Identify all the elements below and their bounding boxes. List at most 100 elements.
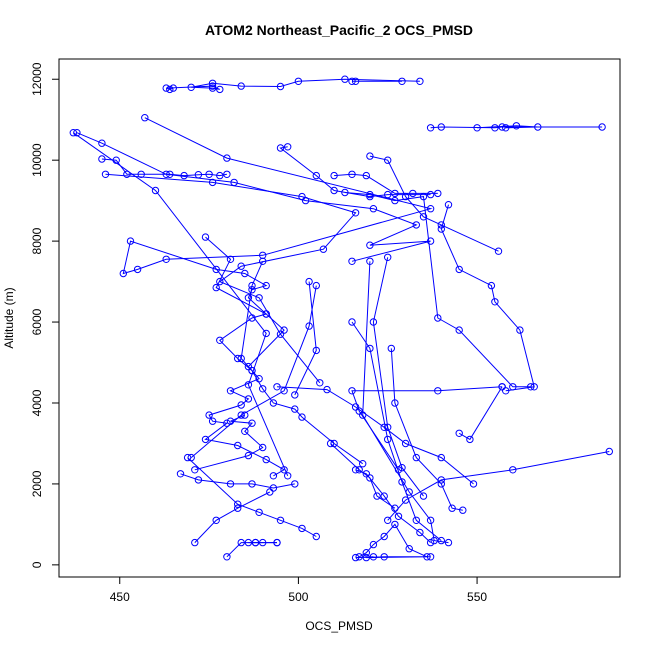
data-point-22-3 xyxy=(380,423,388,431)
x-axis: 450 500 550 xyxy=(110,577,487,604)
data-point-7-0 xyxy=(201,233,210,241)
data-point-26-0 xyxy=(259,257,267,265)
series-line-19 xyxy=(372,257,424,497)
data-point-22-0 xyxy=(273,383,281,391)
data-point-33-2 xyxy=(273,538,281,547)
data-point-17-3 xyxy=(426,516,435,524)
data-point-19-1 xyxy=(369,318,378,326)
data-point-8-2 xyxy=(259,443,267,452)
data-point-14-5 xyxy=(455,326,463,334)
data-point-7-2 xyxy=(212,283,220,292)
series-line-6 xyxy=(105,173,357,384)
data-point-18-2 xyxy=(384,435,392,444)
series-line-32 xyxy=(226,542,277,558)
data-point-2-1 xyxy=(223,154,231,162)
data-point-0-11 xyxy=(166,85,174,94)
chart-title: ATOM2 Northeast_Pacific_2 OCS_PMSD xyxy=(205,22,473,38)
data-point-3-0 xyxy=(69,129,78,137)
data-point-28-3 xyxy=(276,516,285,524)
data-point-8-3 xyxy=(241,427,249,435)
data-point-2-21 xyxy=(237,401,245,409)
data-point-21-0 xyxy=(498,383,506,391)
series-line-9 xyxy=(279,146,431,198)
data-point-27-2 xyxy=(226,480,235,488)
data-point-15-6 xyxy=(530,383,538,391)
data-point-4-1 xyxy=(98,139,106,147)
series-line-31 xyxy=(194,491,271,543)
data-point-19-0 xyxy=(384,253,392,261)
data-point-13-2 xyxy=(491,124,499,132)
data-point-30-4 xyxy=(416,528,424,537)
data-point-34-2 xyxy=(369,540,378,549)
data-point-28-0 xyxy=(183,453,192,462)
data-point-0-0 xyxy=(416,77,424,86)
data-point-15-0 xyxy=(444,201,453,209)
data-point-35-3 xyxy=(426,553,435,561)
data-point-22-2 xyxy=(351,403,360,411)
data-point-2-29 xyxy=(269,472,278,480)
plot-frame xyxy=(58,58,621,578)
series-line-15 xyxy=(440,204,535,392)
data-point-31-3 xyxy=(266,488,274,496)
data-point-8-1 xyxy=(244,451,253,460)
data-point-35-1 xyxy=(351,553,360,562)
data-point-30-0 xyxy=(351,466,360,474)
data-point-2-27 xyxy=(262,455,270,464)
data-point-0-9 xyxy=(208,82,217,90)
data-point-26-6 xyxy=(291,405,299,413)
data-point-2-23 xyxy=(208,417,217,425)
data-point-12-3 xyxy=(502,124,510,132)
series-line-26 xyxy=(240,261,363,465)
data-point-30-1 xyxy=(362,470,370,478)
data-point-10-0 xyxy=(330,171,338,180)
data-point-0-8 xyxy=(216,85,224,94)
data-point-4-9 xyxy=(348,257,356,265)
data-point-5-8 xyxy=(216,171,224,180)
data-point-27-0 xyxy=(176,470,185,478)
data-point-19-4 xyxy=(419,492,428,500)
plot-area xyxy=(69,75,613,562)
data-point-15-1 xyxy=(437,225,445,233)
data-point-6-0 xyxy=(101,170,110,179)
data-point-13-3 xyxy=(498,123,506,131)
data-point-23-1 xyxy=(509,466,517,474)
data-point-3-1 xyxy=(151,186,160,195)
data-point-5-2 xyxy=(123,170,131,179)
series-line-17 xyxy=(362,261,449,544)
data-point-5-4 xyxy=(166,170,174,179)
x-tick-label-1: 500 xyxy=(288,590,308,604)
data-point-21-4 xyxy=(394,466,403,474)
data-point-30-3 xyxy=(394,512,403,520)
series-line-7 xyxy=(205,236,285,367)
data-point-0-2 xyxy=(294,77,303,86)
data-point-10-2 xyxy=(362,171,370,180)
data-point-4-5 xyxy=(369,205,378,213)
data-point-23-0 xyxy=(605,447,613,456)
data-point-16-0 xyxy=(455,429,463,437)
data-point-34-3 xyxy=(380,532,388,541)
data-point-28-2 xyxy=(255,508,263,516)
series-line-34 xyxy=(358,523,428,558)
data-point-14-3 xyxy=(419,192,428,201)
series-line-20 xyxy=(390,348,463,511)
data-point-1-0 xyxy=(351,77,360,86)
data-point-12-1 xyxy=(512,122,521,130)
data-point-20-4 xyxy=(448,504,456,512)
data-point-6-9 xyxy=(316,379,324,387)
data-point-0-3 xyxy=(276,82,285,91)
data-point-25-0 xyxy=(305,277,313,286)
data-point-2-6 xyxy=(119,269,128,278)
data-point-2-26 xyxy=(234,441,242,450)
data-point-9-4 xyxy=(366,192,374,201)
series-line-24 xyxy=(190,285,317,458)
series-line-5 xyxy=(101,158,227,177)
data-point-15-2 xyxy=(455,265,463,274)
data-point-11-5 xyxy=(494,247,503,255)
series-line-2 xyxy=(122,117,433,477)
data-point-2-5 xyxy=(133,265,142,274)
data-point-2-7 xyxy=(126,237,135,245)
data-point-20-0 xyxy=(387,344,395,353)
data-point-22-6 xyxy=(469,480,478,488)
data-point-27-1 xyxy=(194,476,203,484)
y-tick-label-1: 2000 xyxy=(30,470,44,497)
